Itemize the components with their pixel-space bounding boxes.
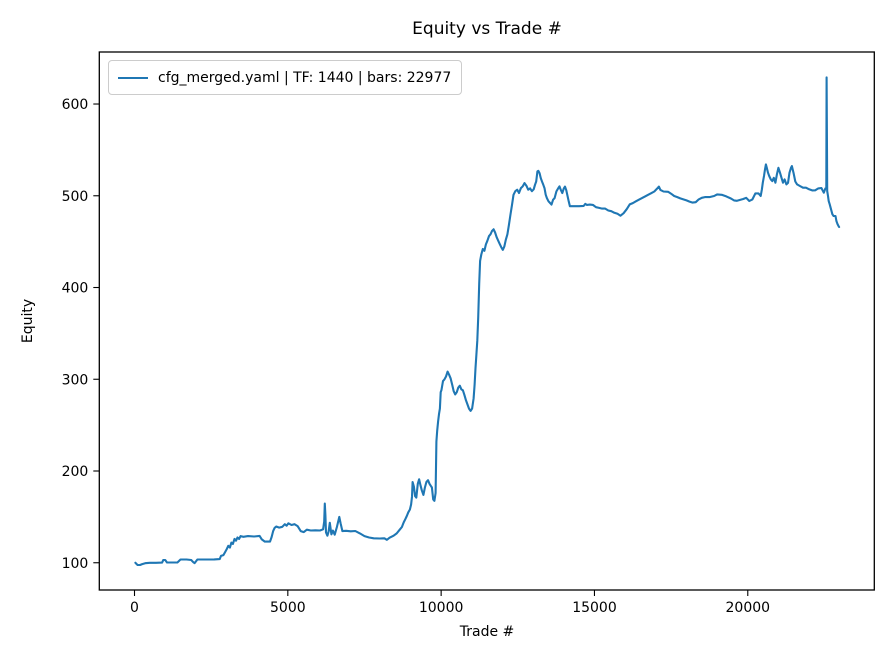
legend-label: cfg_merged.yaml | TF: 1440 | bars: 22977: [158, 69, 452, 86]
y-tick-label: 400: [62, 281, 89, 297]
x-tick-label: 5000: [270, 600, 306, 616]
plot-spines: [98, 51, 875, 591]
x-tick-label: 10000: [419, 600, 464, 616]
y-tick-label: 600: [62, 97, 89, 113]
x-tick-label: 0: [130, 600, 139, 616]
x-tick-label: 15000: [572, 600, 617, 616]
chart-title: Equity vs Trade #: [412, 19, 562, 39]
legend-line-sample-icon: [118, 76, 148, 79]
x-tick-label: 20000: [726, 600, 771, 616]
y-tick-label: 500: [62, 189, 89, 205]
y-tick-label: 100: [62, 556, 89, 572]
x-axis-label: Trade #: [459, 624, 515, 640]
legend: cfg_merged.yaml | TF: 1440 | bars: 22977: [108, 60, 463, 95]
y-axis-label: Equity: [20, 298, 36, 344]
y-tick-label: 300: [62, 372, 89, 388]
y-tick-label: 200: [62, 464, 89, 480]
equity-curve: [134, 76, 841, 567]
